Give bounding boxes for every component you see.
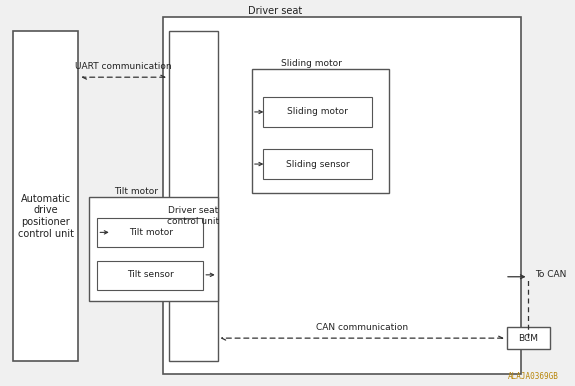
Text: CAN communication: CAN communication xyxy=(316,323,408,332)
Text: Tilt motor: Tilt motor xyxy=(129,228,172,237)
Bar xyxy=(507,327,550,349)
Text: Driver seat
control unit: Driver seat control unit xyxy=(167,207,220,226)
Text: Sliding motor: Sliding motor xyxy=(288,107,348,117)
Text: Sliding sensor: Sliding sensor xyxy=(286,159,350,169)
Text: UART communication: UART communication xyxy=(75,63,172,71)
Text: Driver seat: Driver seat xyxy=(248,6,302,16)
Bar xyxy=(97,218,204,247)
Bar xyxy=(252,69,389,193)
Bar xyxy=(163,17,521,374)
Text: Automatic
drive
positioner
control unit: Automatic drive positioner control unit xyxy=(18,194,74,239)
Text: Tilt motor: Tilt motor xyxy=(114,186,159,196)
Text: BCM: BCM xyxy=(518,334,538,343)
Bar xyxy=(13,31,78,361)
Bar xyxy=(97,261,204,290)
Text: ALAJA0369GB: ALAJA0369GB xyxy=(507,372,558,381)
Text: Tilt sensor: Tilt sensor xyxy=(127,270,174,279)
Text: To CAN: To CAN xyxy=(535,269,567,279)
Bar xyxy=(89,197,217,301)
Text: Sliding motor: Sliding motor xyxy=(281,59,342,68)
Bar xyxy=(169,31,217,361)
Bar xyxy=(263,96,372,127)
Bar xyxy=(263,149,372,179)
